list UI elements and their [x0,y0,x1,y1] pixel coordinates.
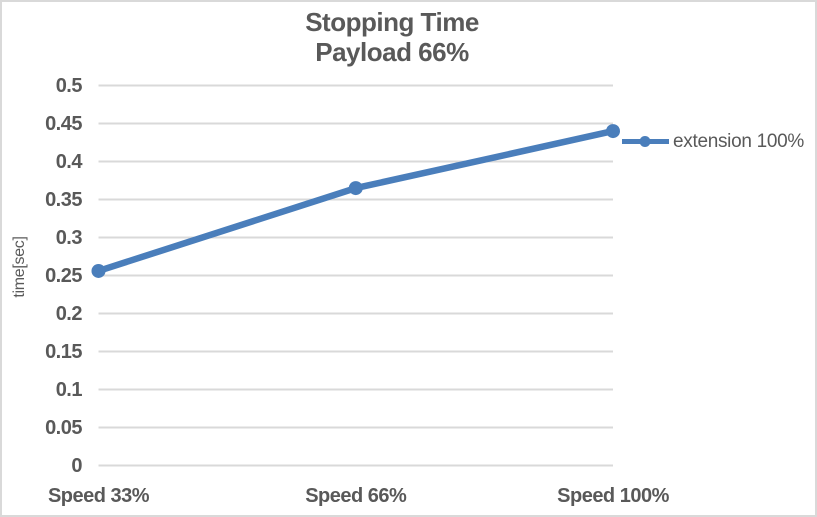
legend-label: extension 100% [673,131,805,152]
chart-subtitle: Payload 66% [315,37,469,67]
data-line [95,127,617,275]
y-tick-label: 0.25 [45,264,82,287]
data-point [606,124,620,139]
y-tick-label: 0.1 [55,378,83,401]
y-tick-label: 0.2 [55,302,83,325]
x-tick-label: Speed 100% [557,485,669,507]
y-tick-label: 0.05 [45,416,82,439]
y-tick-label: 0 [71,454,82,477]
y-tick-label: 0.4 [55,150,83,173]
y-tick-label: 0.45 [45,112,82,135]
x-tick-label: Speed 33% [47,485,150,507]
legend: extension 100% [621,129,804,154]
x-tick-label: Speed 66% [305,485,407,507]
y-tick-label: 0.3 [55,226,83,249]
data-point [91,263,106,278]
chart-title: Stopping Time [305,7,479,37]
chart-title-block: Stopping Time Payload 66% [2,7,782,67]
legend-line-marker-icon [622,136,669,147]
y-tick-label: 0.5 [55,74,83,97]
y-tick-label: 0.35 [45,188,82,211]
data-point [348,181,363,196]
legend-marker-point [639,136,651,147]
y-tick-label: 0.15 [45,340,82,363]
